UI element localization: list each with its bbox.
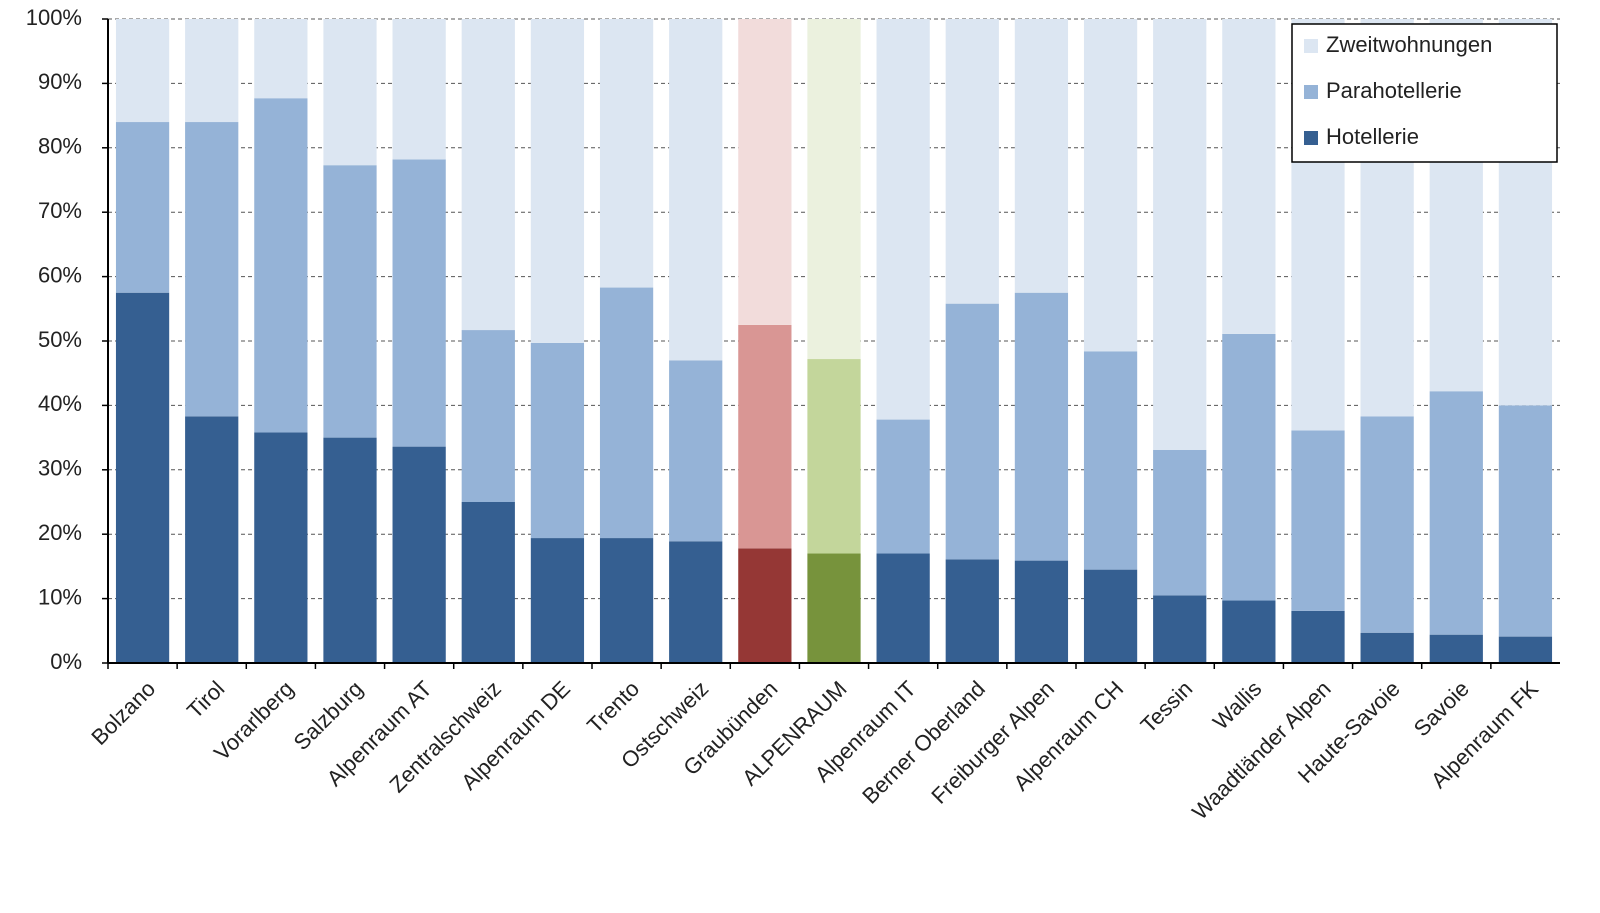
x-tick-label: Tirol bbox=[182, 676, 229, 723]
bar-segment bbox=[254, 19, 308, 99]
x-tick-label: Tessin bbox=[1136, 676, 1198, 738]
bar-segment bbox=[945, 19, 999, 304]
bar-segment bbox=[1014, 560, 1069, 663]
bar-segment bbox=[669, 19, 723, 361]
bar-segment bbox=[185, 122, 239, 417]
bar-segment bbox=[1498, 636, 1553, 663]
bar-segment bbox=[945, 303, 999, 560]
bar-segment bbox=[876, 419, 930, 554]
bar-segment bbox=[115, 122, 170, 293]
bar-segment bbox=[669, 541, 723, 663]
bar-segment bbox=[461, 19, 515, 331]
y-tick-label: 50% bbox=[38, 327, 82, 352]
bar-segment bbox=[876, 19, 930, 420]
y-tick-label: 20% bbox=[38, 520, 82, 545]
y-tick-label: 70% bbox=[38, 198, 82, 223]
bar-segment bbox=[599, 538, 654, 663]
bar-segment bbox=[738, 548, 792, 663]
bar-segment bbox=[185, 416, 239, 663]
bar-segment bbox=[738, 324, 792, 549]
bar-segment bbox=[599, 287, 654, 539]
bar-segment bbox=[1153, 595, 1207, 663]
bar-segment bbox=[807, 553, 861, 663]
bar-segment bbox=[115, 19, 170, 123]
bar-segment bbox=[807, 19, 861, 360]
y-tick-label: 0% bbox=[50, 649, 82, 674]
bar-segment bbox=[1291, 430, 1345, 611]
bar-segment bbox=[807, 359, 861, 554]
bar-segment bbox=[392, 159, 446, 447]
bar-segment bbox=[1153, 449, 1207, 596]
y-tick-label: 80% bbox=[38, 134, 82, 159]
y-tick-label: 40% bbox=[38, 391, 82, 416]
bar-segment bbox=[669, 360, 723, 542]
y-tick-label: 60% bbox=[38, 262, 82, 287]
bar-segment bbox=[1153, 19, 1207, 450]
bar-segment bbox=[1429, 391, 1483, 635]
legend-swatch bbox=[1304, 39, 1318, 53]
legend-swatch bbox=[1304, 131, 1318, 145]
y-tick-label: 90% bbox=[38, 69, 82, 94]
bar-segment bbox=[115, 292, 170, 663]
x-tick-label: Berner Oberland bbox=[857, 676, 990, 809]
x-tick-label: Trento bbox=[582, 676, 644, 738]
bar-segment bbox=[738, 19, 792, 325]
y-tick-label: 30% bbox=[38, 456, 82, 481]
legend-label: Zweitwohnungen bbox=[1326, 32, 1492, 57]
legend-box bbox=[1291, 23, 1558, 163]
bar-segment bbox=[530, 342, 585, 539]
bar-segment bbox=[1291, 610, 1345, 663]
bar-segment bbox=[1360, 416, 1414, 633]
bar-segment bbox=[1014, 292, 1069, 561]
bars bbox=[115, 19, 1553, 663]
bar-segment bbox=[323, 19, 377, 166]
bar-segment bbox=[530, 538, 585, 663]
bar-segment bbox=[323, 437, 377, 663]
bar-segment bbox=[461, 502, 515, 663]
bar-segment bbox=[185, 19, 239, 123]
bar-segment bbox=[945, 559, 999, 663]
bar-segment bbox=[392, 19, 446, 160]
bar-segment bbox=[254, 432, 308, 663]
bar-segment bbox=[876, 553, 930, 663]
bar-segment bbox=[1222, 333, 1276, 601]
y-tick-label: 100% bbox=[26, 5, 82, 30]
bar-segment bbox=[530, 19, 585, 343]
x-tick-label: Bolzano bbox=[86, 676, 160, 750]
bar-segment bbox=[1222, 19, 1276, 334]
x-tick-label: Freiburger Alpen bbox=[926, 676, 1059, 809]
bar-segment bbox=[1083, 351, 1138, 570]
legend-label: Hotellerie bbox=[1326, 124, 1419, 149]
bar-segment bbox=[1360, 632, 1414, 663]
bar-segment bbox=[254, 98, 308, 433]
bar-segment bbox=[392, 446, 446, 663]
bar-segment bbox=[1083, 569, 1138, 663]
bar-segment bbox=[461, 330, 515, 502]
bar-segment bbox=[599, 19, 654, 288]
bar-segment bbox=[1014, 19, 1069, 293]
legend-label: Parahotellerie bbox=[1326, 78, 1462, 103]
bar-segment bbox=[1222, 600, 1276, 663]
x-tick-label: Savoie bbox=[1409, 676, 1474, 741]
bar-segment bbox=[1498, 405, 1553, 637]
bar-segment bbox=[1429, 634, 1483, 663]
legend-swatch bbox=[1304, 85, 1318, 99]
x-tick-label: Wallis bbox=[1208, 676, 1267, 735]
y-tick-label: 10% bbox=[38, 584, 82, 609]
bar-segment bbox=[323, 165, 377, 438]
bar-segment bbox=[1083, 19, 1138, 352]
